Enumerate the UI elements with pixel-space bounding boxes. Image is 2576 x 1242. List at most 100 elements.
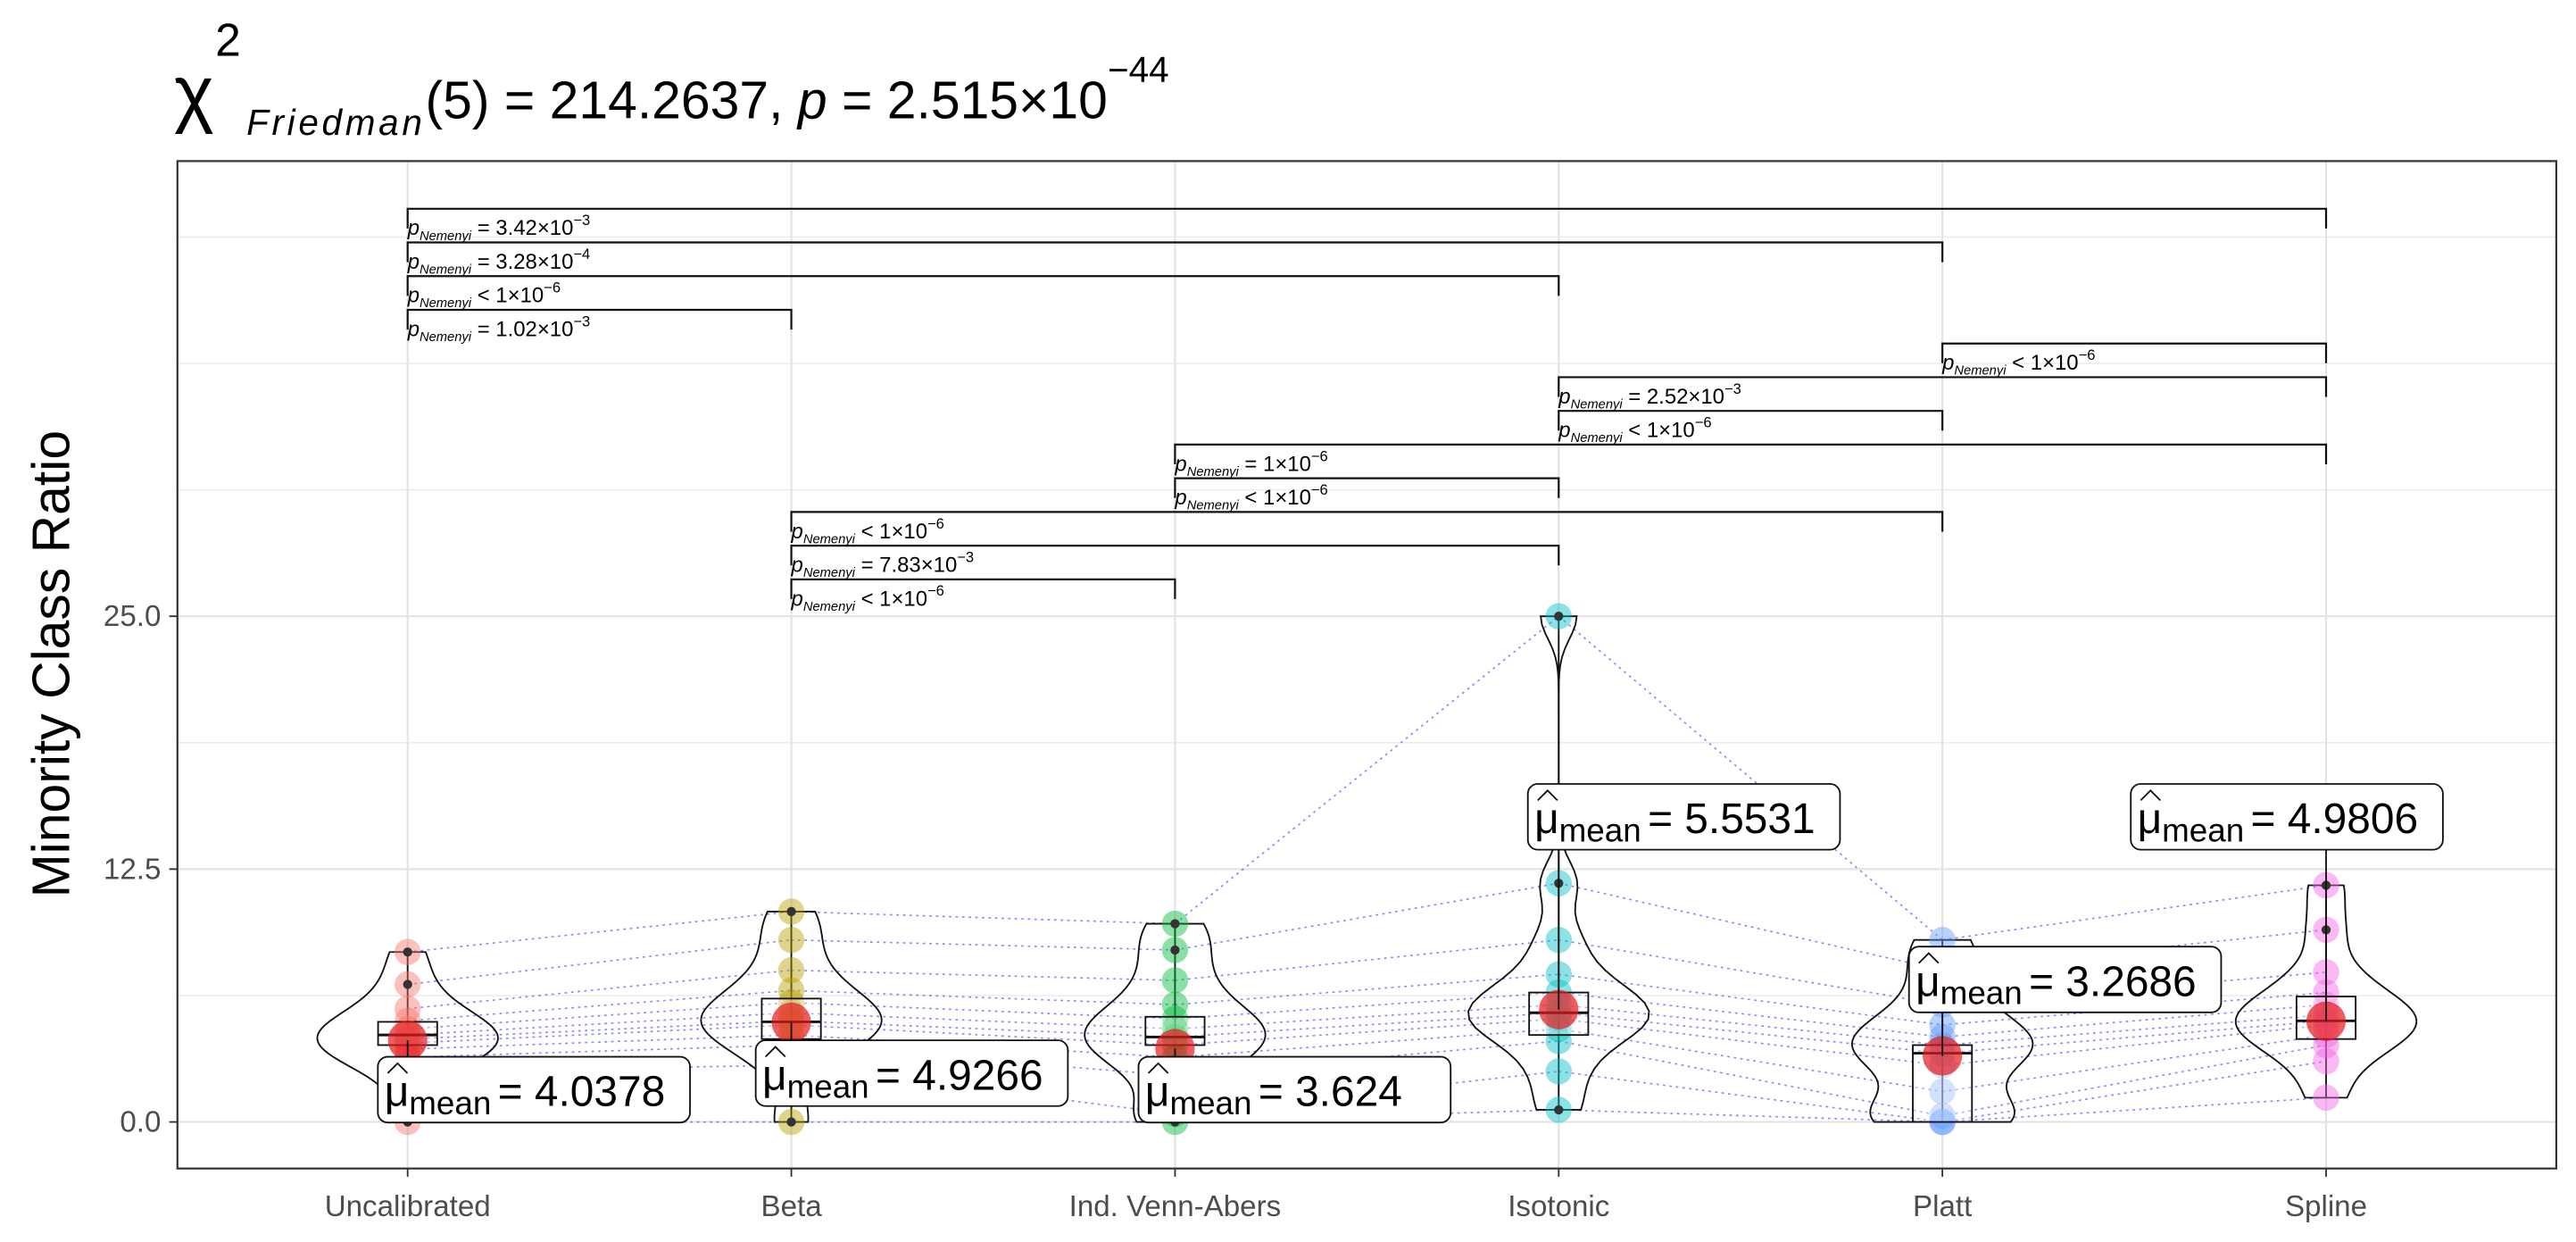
x-tick-label: Beta [760,1190,822,1223]
comparison-bracket [790,578,1176,599]
mean-symbol: μ [2138,796,2163,843]
data-point [1161,1005,1189,1032]
comparison-subscript: Nemenyi [1571,431,1624,446]
y-axis-title: Minority Class Ratio [22,430,80,897]
comparison-subscript: Nemenyi [420,330,472,345]
pair-line [1174,615,1559,925]
mean-label: μmean = 3.2686 [1915,958,2197,1011]
mean-value-label: = 5.5531 [1648,796,1816,843]
pair-line [791,1023,1176,1046]
comparison-text: < 1×10 [1623,419,1695,443]
outlier [403,947,412,957]
pair-line [1558,1012,1943,1054]
comparison-text: = 2.52×10 [1623,385,1724,409]
x-tick-label: Platt [1913,1190,1972,1223]
comparison-symbol: p [407,216,420,240]
outlier [1170,945,1180,955]
pair-line [791,1012,1176,1030]
chart-title: χ 2 Friedman(5) = 214.2637, p = 2.515×10… [174,14,1169,143]
pair-line [1558,1109,1943,1123]
title-p-exponent: −44 [1108,49,1169,90]
pair-line [1942,1004,2327,1038]
pair-line [407,1023,792,1045]
mean-label: μmean = 3.624 [1145,1069,1402,1121]
comparison-bracket [790,511,1944,532]
pair-line [407,911,792,954]
mean-subscript: mean [1940,975,2023,1012]
mean-subscript: mean [787,1069,869,1105]
comparison-text: < 1×10 [855,587,927,611]
pair-line [1175,973,1559,1005]
mean-subscript: mean [409,1085,491,1121]
comparison-text: < 1×10 [1239,486,1311,510]
mean-hat [765,1046,786,1058]
y-tick-label: 25.0 [104,600,161,633]
outlier [403,979,412,989]
pair-line [1942,1096,2327,1123]
comparison-text: < 1×10 [471,284,544,308]
pair-line [407,1002,792,1030]
x-tick-label: Isotonic [1508,1190,1609,1223]
pair-line [1942,1013,2327,1046]
title-statistic: (5) = 214.2637, [426,72,798,130]
data-point [777,926,805,954]
comparison-symbol: p [1558,385,1570,409]
comparison-exponent: −6 [1695,414,1712,431]
comparison-exponent: −6 [1311,481,1328,498]
comparison-label: pNemenyi < 1×10−6 [1941,346,2095,379]
comparison-label: pNemenyi = 7.83×10−3 [791,549,975,581]
pair-line [1175,938,1559,981]
mean-symbol: μ [1915,958,1940,1005]
pair-line [791,911,1176,925]
comparison-subscript: Nemenyi [1187,499,1240,513]
mean-label-box [2130,783,2444,851]
plot-border [176,160,2558,1170]
pair-line [1942,1034,2327,1093]
comparison-symbol: p [1558,419,1570,443]
comparison-subscript: Nemenyi [1954,364,2007,379]
mean-symbol: μ [762,1052,787,1099]
mean-hat [1537,789,1558,802]
data-point [1161,967,1189,994]
mean-label-box [754,1039,1069,1107]
data-point [1161,991,1189,1018]
x-tick-label: Ind. Venn-Abers [1069,1190,1282,1223]
comparison-exponent: −6 [927,582,944,599]
pair-line [791,1064,1176,1115]
comparison-symbol: p [407,284,420,308]
comparison-exponent: −4 [573,246,590,263]
comparison-label: pNemenyi = 2.52×10−3 [1558,380,1741,413]
mean-hat [386,1062,409,1074]
title-text: Friedman(5) = 214.2637, p = 2.515×10−44 [246,49,1169,143]
comparison-bracket [1174,477,1560,498]
comparison-symbol: p [791,587,803,611]
title-superscript: 2 [215,14,241,66]
comparison-symbol: p [1174,486,1186,510]
pair-line [791,938,1176,951]
comparison-subscript: Nemenyi [803,600,856,614]
mean-symbol: μ [385,1069,410,1116]
title-subscript: Friedman [246,102,425,143]
comparison-symbol: p [1174,452,1186,476]
comparison-label: pNemenyi = 3.42×10−3 [407,212,591,244]
pair-line [407,1012,792,1036]
data-point [394,995,421,1022]
violin [1084,922,1267,1123]
mean-label-box [1137,1055,1452,1124]
pair-line [1558,973,1943,1026]
mean-point [771,1002,811,1043]
comparison-symbol: p [407,250,420,274]
comparison-symbol: p [791,554,803,578]
comparison-exponent: −3 [957,549,974,566]
comparison-subscript: Nemenyi [1187,465,1240,479]
mean-value-label: = 4.0378 [498,1069,666,1116]
comparison-bracket [1558,376,2328,397]
comparison-subscript: Nemenyi [803,566,856,580]
pair-line [1175,1004,1559,1030]
comparison-bracket [406,308,793,330]
pair-line [407,1020,792,1040]
comparison-bracket [406,275,1560,296]
comparison-exponent: −6 [2079,346,2096,363]
mean-value-label: = 3.624 [1259,1069,1402,1116]
comparison-subscript: Nemenyi [420,263,472,277]
